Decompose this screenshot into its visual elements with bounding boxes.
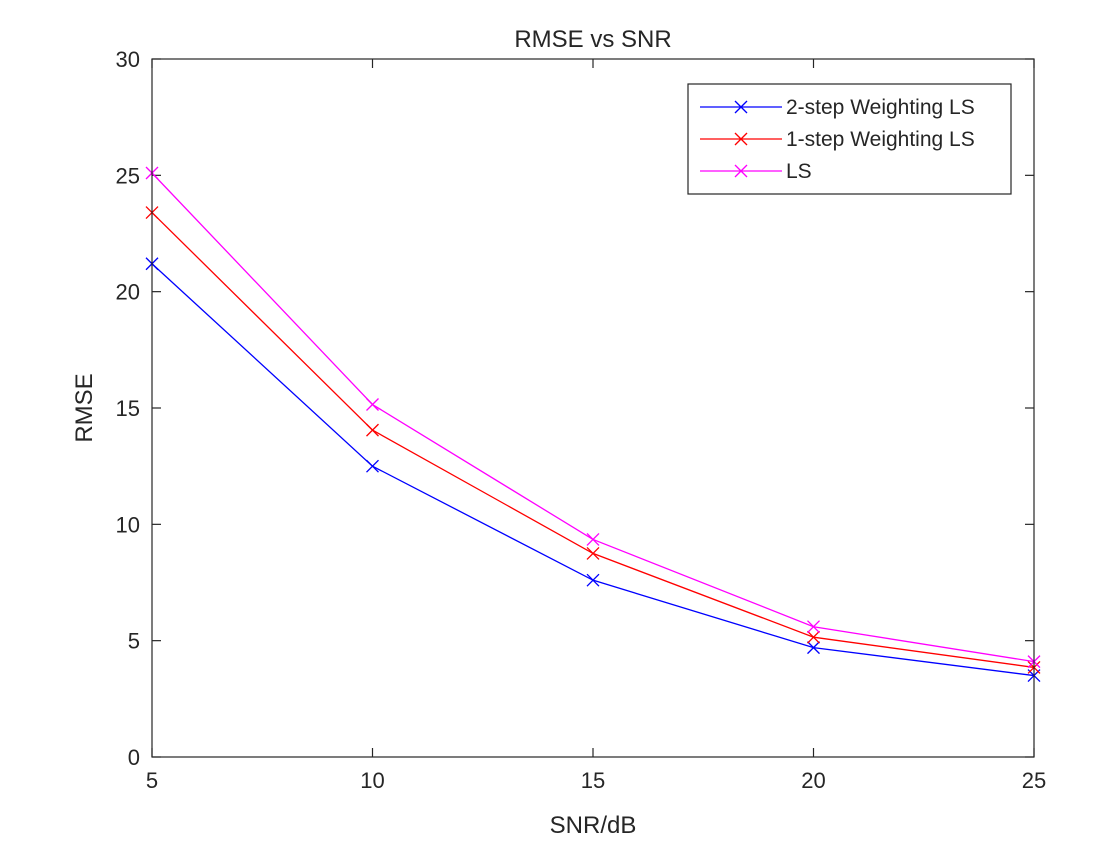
y-tick-label: 0 <box>128 745 140 770</box>
y-tick-label: 20 <box>116 280 140 305</box>
axes-frame <box>151 58 1035 758</box>
data-point-marker <box>807 630 820 644</box>
x-tick-label: 20 <box>801 768 825 793</box>
marker-stroke <box>366 423 379 437</box>
legend-entry: 2-step Weighting LS <box>700 96 975 119</box>
marker-stroke <box>807 630 820 644</box>
legend-marker <box>734 132 748 146</box>
data-point-marker <box>586 573 600 587</box>
data-point-marker <box>586 532 600 546</box>
y-axis-title: RMSE <box>71 373 98 442</box>
marker-stroke <box>586 546 600 560</box>
marker-stroke <box>807 620 820 634</box>
legend-label: 2-step Weighting LS <box>786 96 975 119</box>
x-tick-label: 10 <box>360 768 384 793</box>
data-point-marker <box>366 459 379 473</box>
marker-stroke <box>586 532 600 546</box>
y-tick-label: 30 <box>116 47 140 72</box>
legend-entry: LS <box>700 160 812 183</box>
data-point-marker <box>366 423 379 437</box>
chart-title: RMSE vs SNR <box>514 26 671 53</box>
y-tick-label: 10 <box>116 512 140 537</box>
y-tick-label: 25 <box>116 163 140 188</box>
legend-entry: 1-step Weighting LS <box>700 128 975 151</box>
marker-stroke <box>366 459 379 473</box>
data-point-marker <box>366 398 379 411</box>
data-point-marker <box>586 546 600 560</box>
legend-label: LS <box>786 160 812 183</box>
data-point-marker <box>807 620 820 634</box>
data-point-marker <box>807 641 820 655</box>
marker-stroke <box>586 573 600 587</box>
y-tick-label: 15 <box>116 396 140 421</box>
x-tick-label: 5 <box>146 768 158 793</box>
marker-stroke <box>366 398 379 411</box>
legend: 2-step Weighting LS 1-step Weighting LS LS <box>687 83 1012 195</box>
x-axis-title: SNR/dB <box>550 812 637 839</box>
legend-marker <box>734 164 748 178</box>
y-tick-label: 5 <box>128 629 140 654</box>
x-tick-label: 25 <box>1022 768 1046 793</box>
marker-stroke <box>807 641 820 655</box>
legend-label: 1-step Weighting LS <box>786 128 975 151</box>
x-tick-label: 15 <box>581 768 605 793</box>
legend-marker <box>734 100 748 114</box>
axes-box <box>151 58 1035 758</box>
